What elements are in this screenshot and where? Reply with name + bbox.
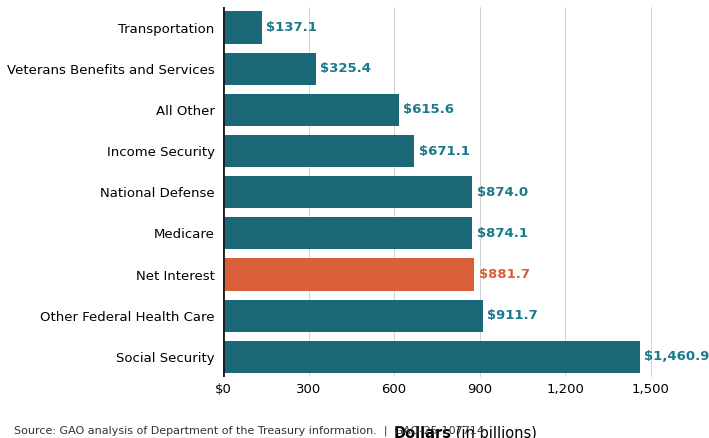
Text: $1,460.9: $1,460.9: [644, 350, 709, 364]
Text: $671.1: $671.1: [419, 145, 469, 158]
Text: Source: GAO analysis of Department of the Treasury information.  |  GAO-25-10771: Source: GAO analysis of Department of th…: [14, 425, 484, 436]
Text: $874.1: $874.1: [476, 227, 527, 240]
Text: Dollars: Dollars: [393, 426, 451, 438]
Bar: [223, 11, 262, 44]
Text: $874.0: $874.0: [476, 186, 527, 199]
Text: $881.7: $881.7: [479, 268, 530, 281]
Bar: [223, 217, 472, 249]
Text: $137.1: $137.1: [267, 21, 317, 34]
Bar: [223, 341, 640, 373]
Bar: [223, 53, 316, 85]
Bar: [223, 94, 398, 126]
Text: (in billions): (in billions): [451, 426, 537, 438]
Text: $325.4: $325.4: [320, 62, 371, 75]
Text: $911.7: $911.7: [487, 309, 538, 322]
Bar: [223, 300, 483, 332]
Bar: [223, 258, 474, 290]
Bar: [223, 135, 414, 167]
Bar: [223, 176, 472, 208]
Text: $615.6: $615.6: [403, 103, 454, 117]
